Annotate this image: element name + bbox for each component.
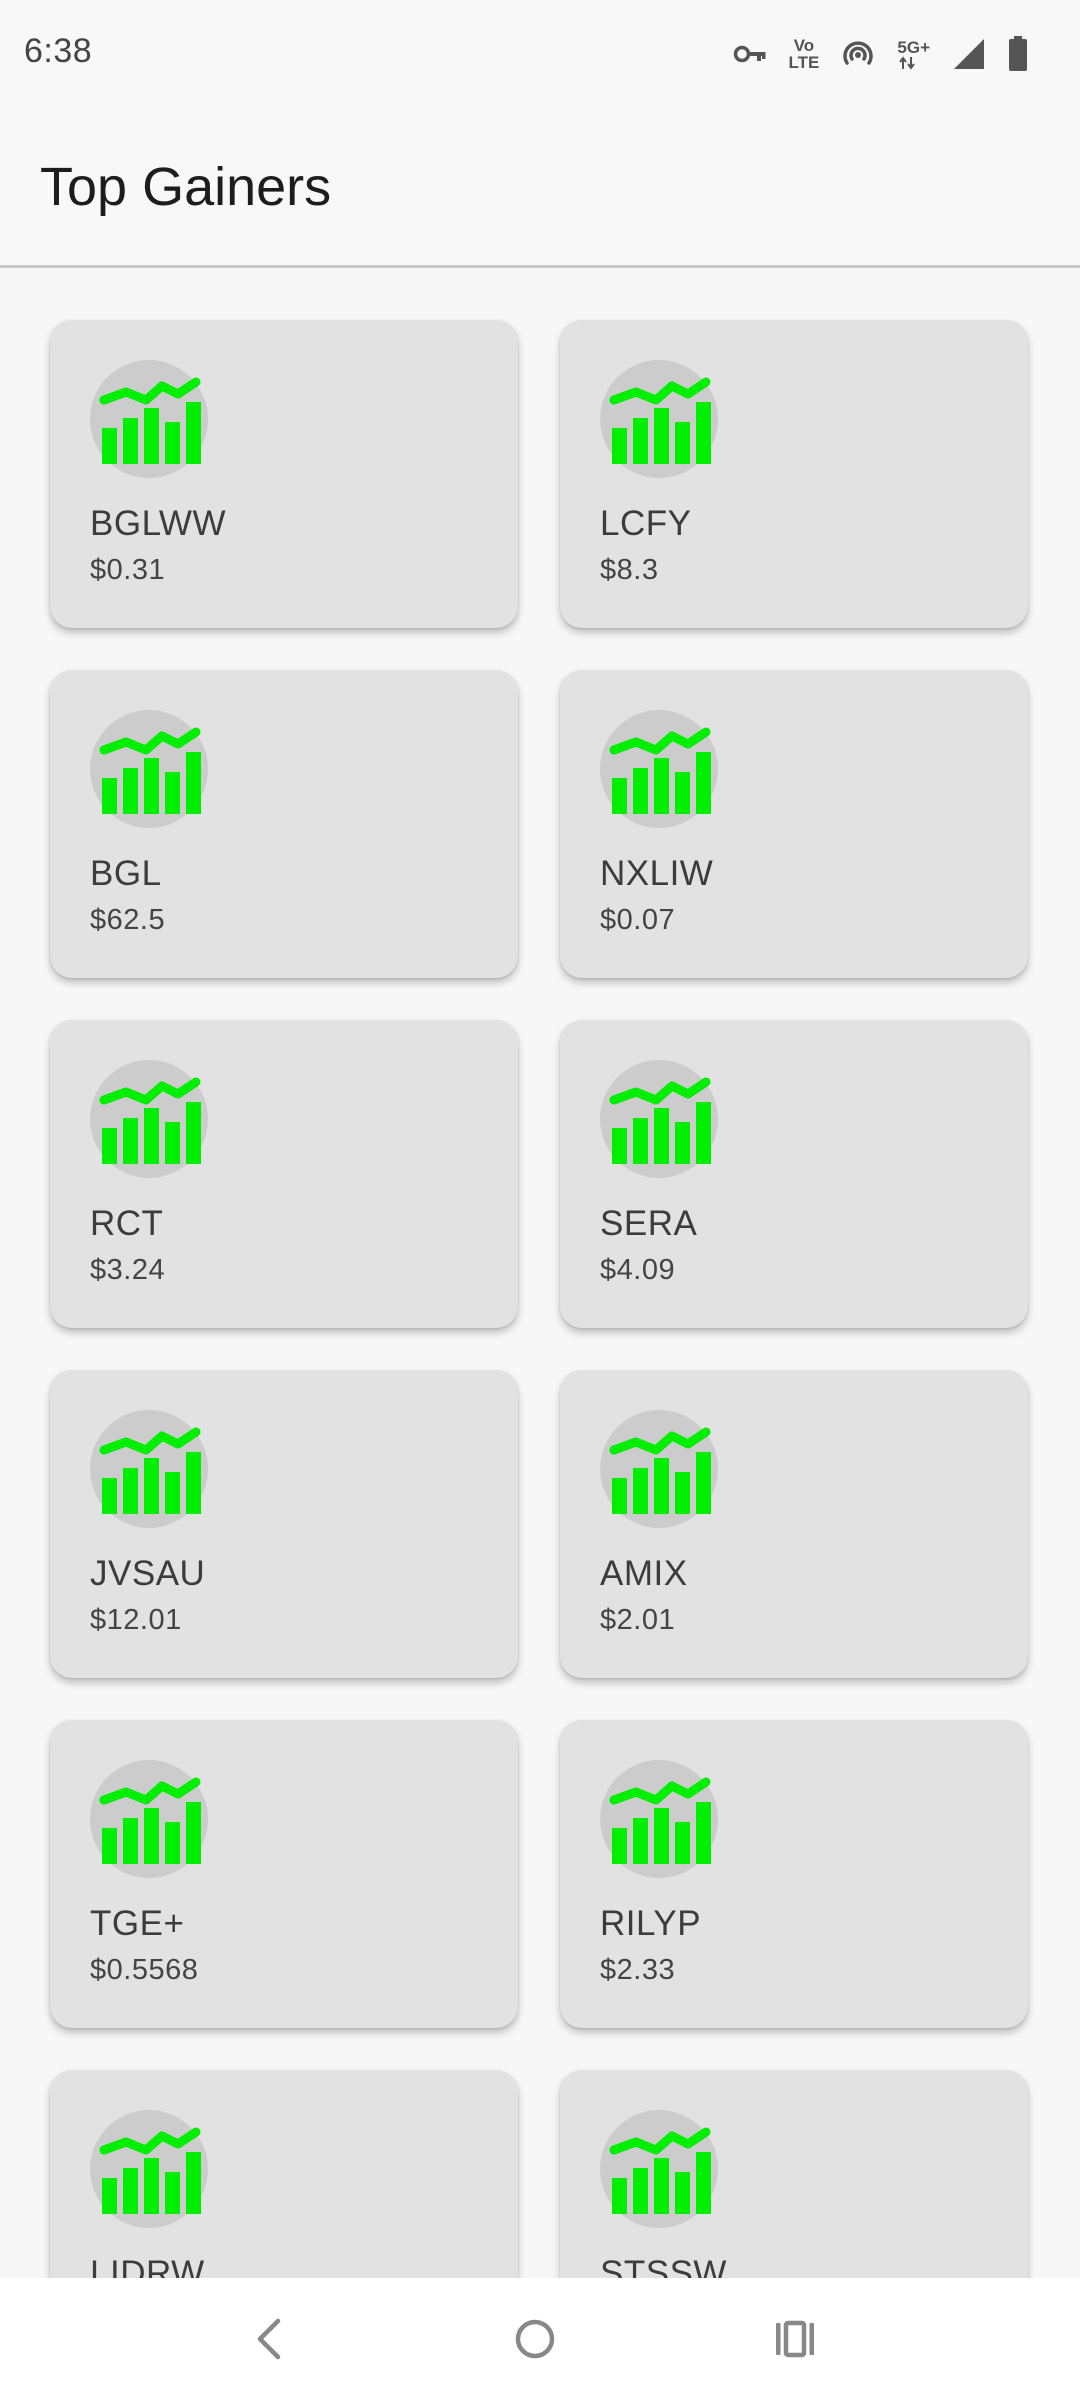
network-label: 5G+ xyxy=(897,37,930,57)
recents-icon xyxy=(776,2320,814,2358)
app-bar: Top Gainers xyxy=(0,104,1080,268)
stock-card[interactable]: NXLIW $0.07 xyxy=(560,670,1028,978)
volte-icon: Vo LTE xyxy=(789,37,820,71)
stock-chart-icon xyxy=(600,360,718,478)
data-arrows-icon xyxy=(899,55,916,70)
stock-card[interactable]: STSSW xyxy=(560,2070,1028,2278)
status-time: 6:38 xyxy=(24,32,93,70)
stock-card[interactable]: LIDRW xyxy=(50,2070,518,2278)
stock-symbol: BGL xyxy=(90,854,162,893)
stock-price: $4.09 xyxy=(600,1254,676,1286)
stock-symbol: LCFY xyxy=(600,504,692,543)
stock-card[interactable]: JVSAU $12.01 xyxy=(50,1370,518,1678)
hotspot-icon xyxy=(841,39,875,69)
stock-chart-icon xyxy=(90,1760,208,1878)
home-icon xyxy=(515,2319,555,2359)
stock-card[interactable]: BGLWW $0.31 xyxy=(50,320,518,628)
stock-symbol: BGLWW xyxy=(90,504,227,543)
back-icon xyxy=(257,2318,281,2360)
stock-chart-icon xyxy=(90,710,208,828)
stock-chart-icon xyxy=(90,2110,208,2228)
stock-price: $12.01 xyxy=(90,1604,182,1636)
stock-chart-icon xyxy=(600,1060,718,1178)
volte-label-bottom: LTE xyxy=(788,53,820,72)
stock-symbol: TGE+ xyxy=(90,1904,185,1943)
stock-chart-icon xyxy=(600,2110,718,2228)
stock-chart-icon xyxy=(600,1760,718,1878)
stock-price: $2.33 xyxy=(600,1954,676,1986)
status-bar: 6:38 Vo LTE xyxy=(0,0,1080,104)
stock-chart-icon xyxy=(600,1410,718,1528)
stock-card[interactable]: AMIX $2.01 xyxy=(560,1370,1028,1678)
stock-chart-icon xyxy=(90,360,208,478)
stock-symbol: STSSW xyxy=(600,2254,727,2278)
stock-symbol: SERA xyxy=(600,1204,698,1243)
stock-card[interactable]: TGE+ $0.5568 xyxy=(50,1720,518,2028)
stock-symbol: NXLIW xyxy=(600,854,714,893)
5g-plus-icon: 5G+ xyxy=(897,39,930,70)
stock-card[interactable]: BGL $62.5 xyxy=(50,670,518,978)
stock-price: $62.5 xyxy=(90,904,166,936)
stock-price: $0.31 xyxy=(90,554,166,586)
recents-button[interactable] xyxy=(735,2278,855,2400)
stock-card[interactable]: LCFY $8.3 xyxy=(560,320,1028,628)
stock-symbol: LIDRW xyxy=(90,2254,205,2278)
stock-price: $8.3 xyxy=(600,554,659,586)
signal-icon xyxy=(952,38,986,70)
home-button[interactable] xyxy=(475,2278,595,2400)
stock-symbol: JVSAU xyxy=(90,1554,206,1593)
stock-price: $2.01 xyxy=(600,1604,676,1636)
stock-price: $0.07 xyxy=(600,904,676,936)
stock-symbol: RILYP xyxy=(600,1904,702,1943)
stock-card[interactable]: RCT $3.24 xyxy=(50,1020,518,1328)
stock-chart-icon xyxy=(90,1410,208,1528)
stock-price: $3.24 xyxy=(90,1254,166,1286)
stock-chart-icon xyxy=(600,710,718,828)
stock-symbol: AMIX xyxy=(600,1554,688,1593)
stock-chart-icon xyxy=(90,1060,208,1178)
battery-icon xyxy=(1008,36,1028,72)
stock-symbol: RCT xyxy=(90,1204,164,1243)
stock-grid[interactable]: BGLWW $0.31 LCFY $8.3 BGL $62.5 NXLIW $0… xyxy=(0,268,1080,2278)
stock-card[interactable]: RILYP $2.33 xyxy=(560,1720,1028,2028)
vpn-key-icon xyxy=(733,44,767,64)
page-title: Top Gainers xyxy=(40,157,332,217)
back-button[interactable] xyxy=(210,2278,330,2400)
status-icons: Vo LTE 5G+ xyxy=(733,30,1028,78)
volte-label-top: Vo xyxy=(793,36,815,55)
navigation-bar xyxy=(0,2278,1080,2400)
stock-price: $0.5568 xyxy=(90,1954,199,1986)
stock-card[interactable]: SERA $4.09 xyxy=(560,1020,1028,1328)
